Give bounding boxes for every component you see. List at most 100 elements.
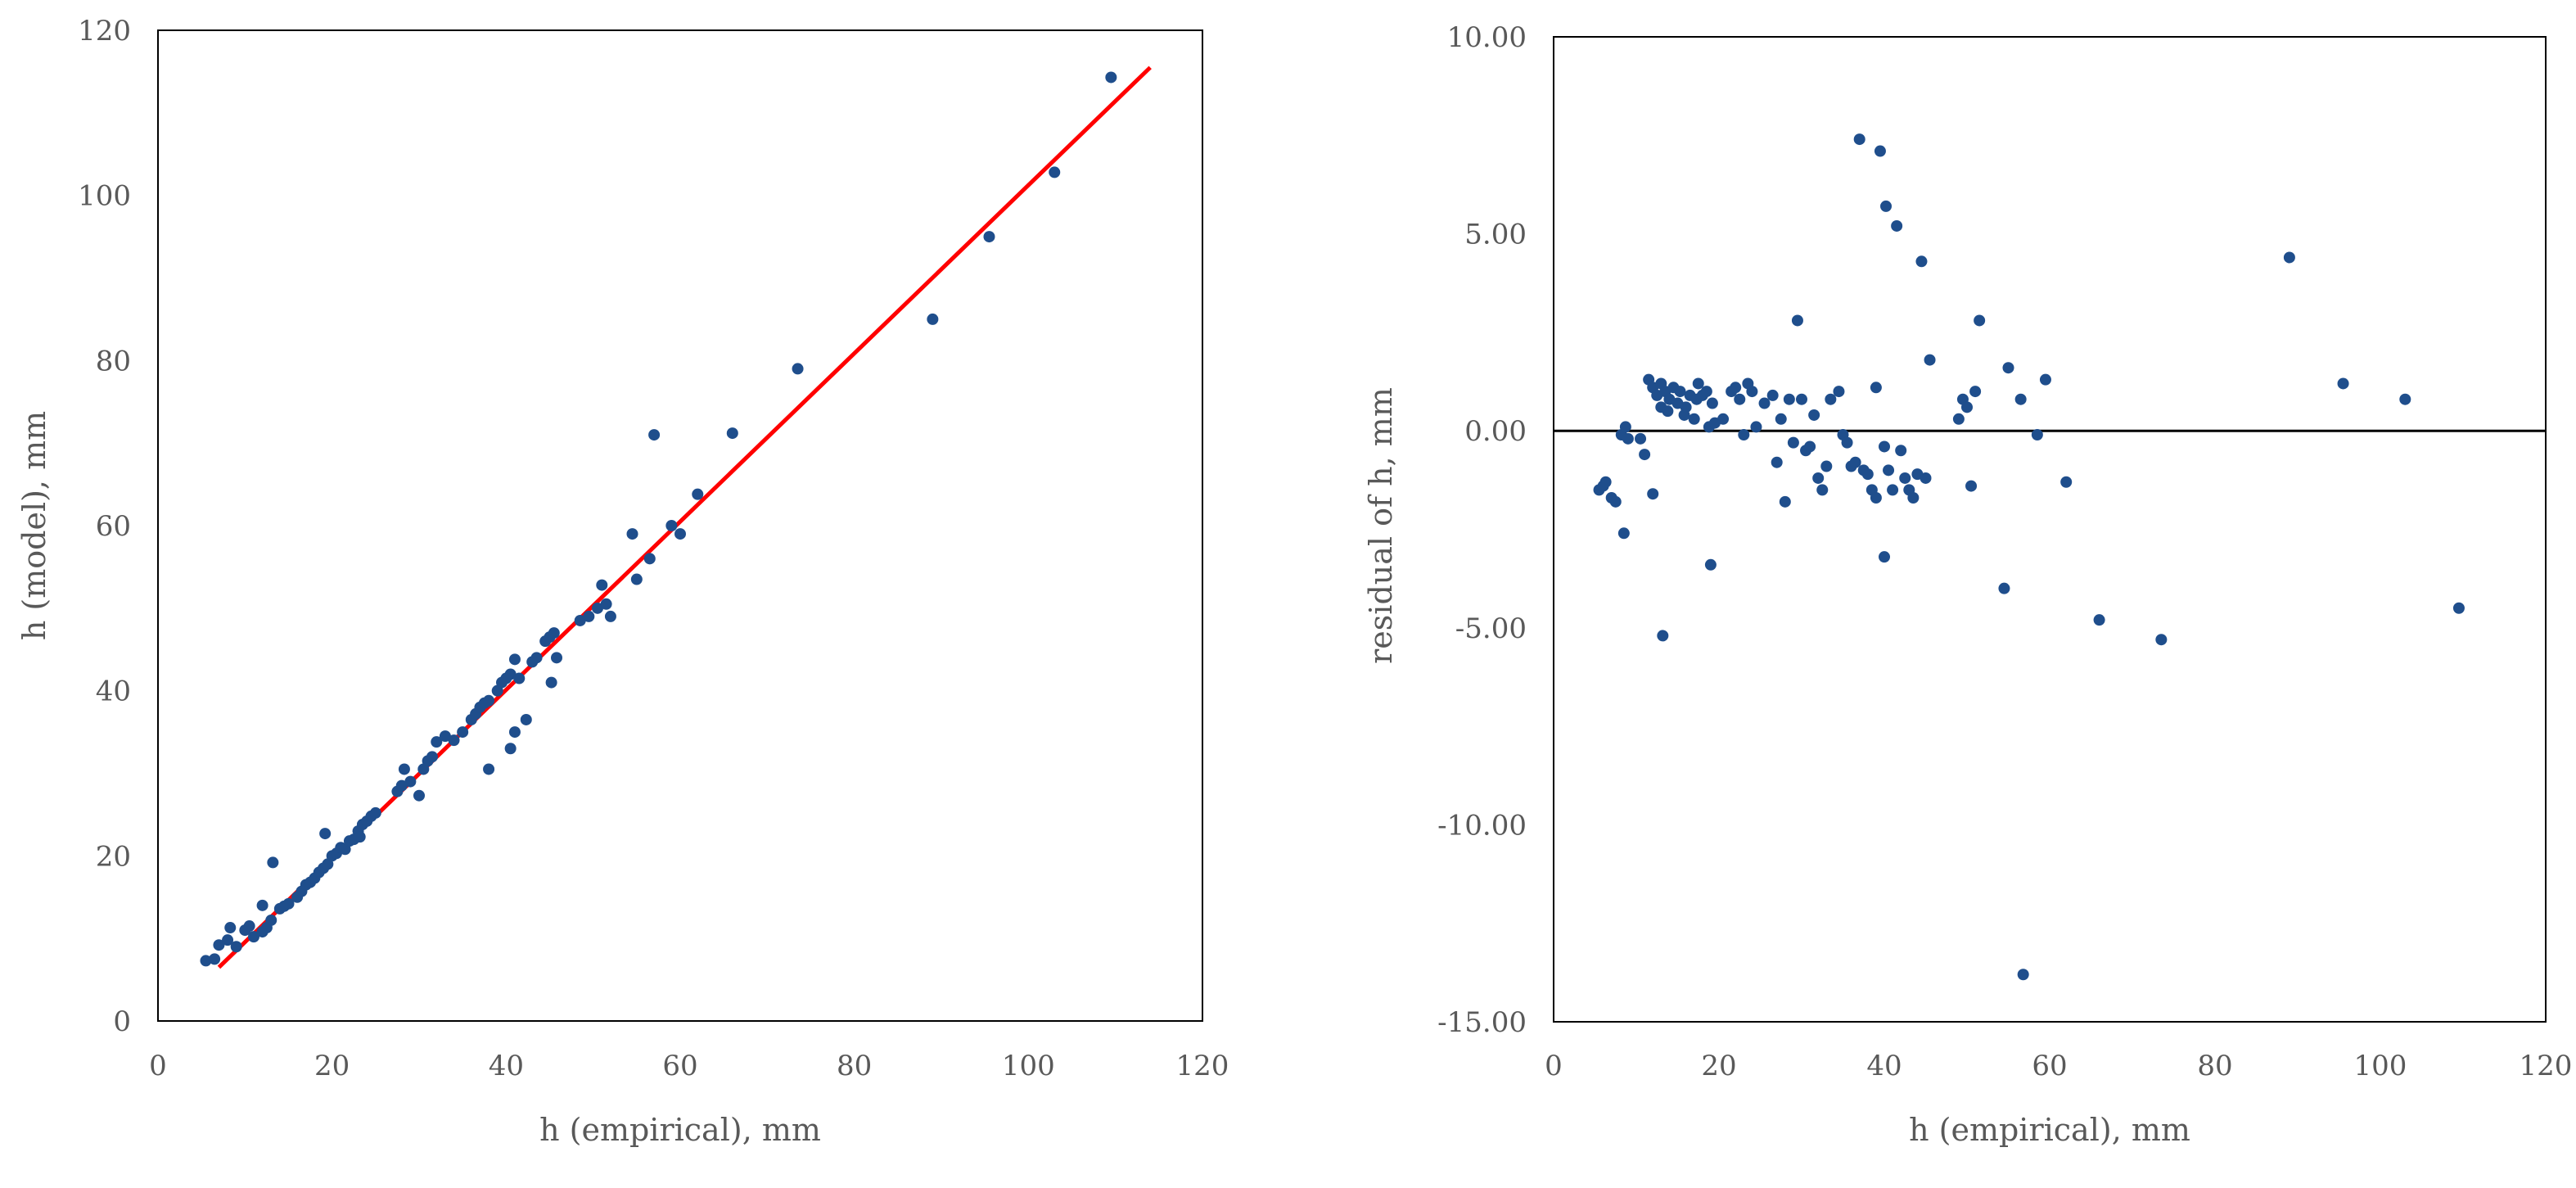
data-point [1674,386,1686,398]
data-point [1961,401,1973,413]
x-tick-label: 20 [314,1050,350,1082]
data-point [1969,386,1982,398]
x-tick-label: 100 [1002,1050,1055,1082]
data-point [431,736,443,748]
data-point [1870,492,1882,504]
data-point [1639,449,1651,461]
chart-residuals: 10.00 5.00 0.00 -5.00 -10.00 -15.00 0 20 40 60 80… [1363,21,2572,1148]
x-axis-label: h (empirical), mm [539,1112,821,1148]
data-point [1617,527,1630,540]
data-point [545,676,557,689]
plot-area-frame [157,29,1203,1022]
data-point [213,939,225,951]
data-point [1907,492,1920,504]
data-point [1915,255,1928,268]
y-tick-label: -5.00 [1455,612,1527,645]
x-tick-labels: 0 20 40 60 80 100 120 [149,1050,1229,1082]
x-tick-label: 60 [662,1050,697,1082]
data-point [1619,421,1631,433]
x-tick-label: 80 [837,1050,872,1082]
data-point [1998,582,2010,594]
data-point [548,627,560,639]
data-point [404,775,417,788]
data-point [504,668,517,680]
y-tick-label: 80 [96,345,131,377]
data-point [1783,393,1795,405]
x-tick-label: 0 [149,1050,167,1082]
data-point [1609,495,1622,508]
data-point [256,899,268,911]
data-point [1952,413,1965,425]
data-points [200,71,1117,967]
data-point [726,427,738,440]
x-tick-label: 40 [1866,1050,1902,1082]
x-tick-label: 120 [2520,1050,2573,1082]
data-point [1766,389,1779,401]
y-tick-labels: 0 20 40 60 80 100 120 [78,15,131,1038]
x-tick-label: 120 [1176,1050,1229,1082]
data-point [792,363,804,375]
data-point [267,856,279,869]
data-point [600,598,612,610]
x-tick-label: 60 [2032,1050,2067,1082]
data-point [1700,386,1712,398]
x-tick-label: 80 [2197,1050,2232,1082]
data-point [1688,413,1700,425]
data-point [1965,480,1978,492]
data-point [2283,251,2295,264]
data-point [319,828,332,840]
data-point [1635,432,1647,445]
data-point [2031,429,2043,441]
data-point [1899,472,1911,484]
data-point [2337,377,2349,390]
data-point [1775,413,1787,425]
data-point [483,694,495,707]
data-point [1717,413,1730,425]
data-point [1816,484,1829,496]
data-point [1704,558,1717,571]
data-point [1662,405,1674,418]
data-point [604,610,616,622]
data-point [1734,393,1746,405]
data-point [1895,445,1907,457]
data-point [1787,436,1799,449]
chart-model-vs-empirical: 0 20 40 60 80 100 120 0 20 40 60 80 100 120 h (empir… [16,15,1229,1148]
data-point [1599,476,1612,488]
data-point [222,934,234,946]
data-point [1105,71,1117,84]
data-point [1825,393,1837,405]
data-point [282,897,295,910]
data-point [1049,166,1061,178]
y-tick-label: -15.00 [1437,1006,1527,1039]
data-point [1692,377,1704,390]
data-point [1883,464,1895,477]
data-point [413,789,425,802]
data-point [2014,393,2027,405]
data-point [1887,484,1899,496]
data-point [1657,630,1669,642]
y-tick-label: -10.00 [1437,809,1527,842]
data-point [1853,133,1865,146]
data-point [369,806,381,819]
y-tick-label: 120 [78,15,131,47]
data-point [2399,393,2411,405]
data-point [395,779,408,792]
y-tick-label: 0.00 [1464,415,1527,448]
data-point [1879,551,1890,563]
data-point [457,726,469,739]
data-point [2039,373,2051,386]
data-point [520,713,532,725]
data-point [626,528,638,540]
data-point [1804,440,1816,453]
data-point [648,429,661,441]
data-point [643,553,656,565]
data-point [2093,614,2105,626]
data-point [513,672,526,684]
data-point [1750,421,1762,433]
data-point [1738,429,1750,441]
data-point [439,730,451,743]
data-point [200,955,212,967]
y-tick-label: 60 [96,510,131,543]
data-point [665,520,678,531]
